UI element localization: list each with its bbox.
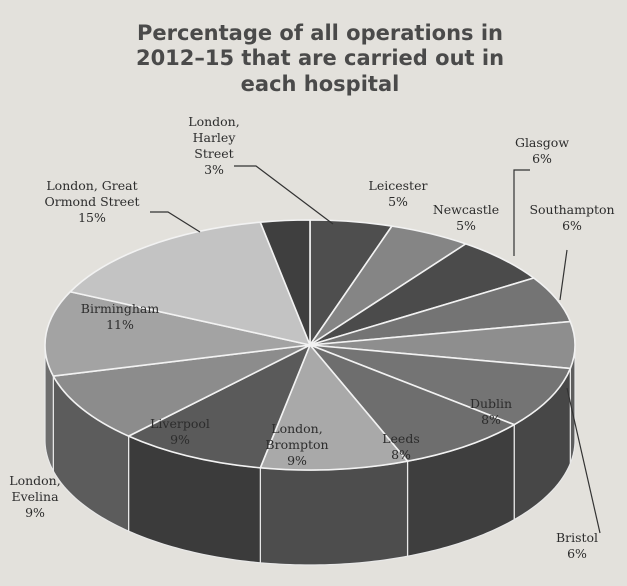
slice-liverpool <box>127 344 311 469</box>
label-bristol: Bristol 6% <box>556 530 598 561</box>
label-dublin: Dublin 8% <box>470 396 512 427</box>
label-birmingham: Birmingham 11% <box>81 301 160 332</box>
slice-birmingham <box>44 290 311 377</box>
pie-top <box>44 219 576 471</box>
leader-london-harley-street <box>234 165 334 225</box>
label-london-brompton: London, Brompton 9% <box>265 421 328 468</box>
pie-sides <box>44 344 576 566</box>
label-leeds: Leeds 8% <box>382 431 420 462</box>
label-london-harley-street: London, Harley Street 3% <box>188 114 239 177</box>
leader-southampton <box>559 249 568 301</box>
leader-lines <box>150 165 601 534</box>
side-london-brompton <box>259 460 409 566</box>
label-london-great-ormond-street: London, Great Ormond Street 15% <box>44 178 139 225</box>
label-newcastle: Newcastle 5% <box>433 202 499 233</box>
label-london-evelina: London, Evelina 9% <box>9 473 60 520</box>
chart-title-line-2: 2012–15 that are carried out in <box>136 46 504 70</box>
label-liverpool: Liverpool 9% <box>150 416 210 447</box>
label-leicester: Leicester 5% <box>369 178 428 209</box>
chart-title-line-3: each hospital <box>241 72 400 96</box>
label-glasgow: Glasgow 6% <box>515 135 569 166</box>
slice-london-harley-street <box>259 219 311 346</box>
leader-bristol <box>566 387 601 534</box>
slice-dublin <box>309 344 572 426</box>
slice-london-evelina <box>52 344 311 437</box>
leader-glasgow <box>513 169 530 256</box>
slice-london-great-ormond-street <box>69 221 311 346</box>
leader-london-great-ormond-street <box>150 211 201 233</box>
chart-title-line-1: Percentage of all operations in <box>137 21 503 45</box>
slice-london-brompton <box>259 344 409 471</box>
slice-leeds <box>309 344 515 463</box>
label-southampton: Southampton 6% <box>529 202 614 233</box>
slice-labels: Leicester 5%Newcastle 5% Glasgow 6% Southampt… <box>9 114 614 561</box>
